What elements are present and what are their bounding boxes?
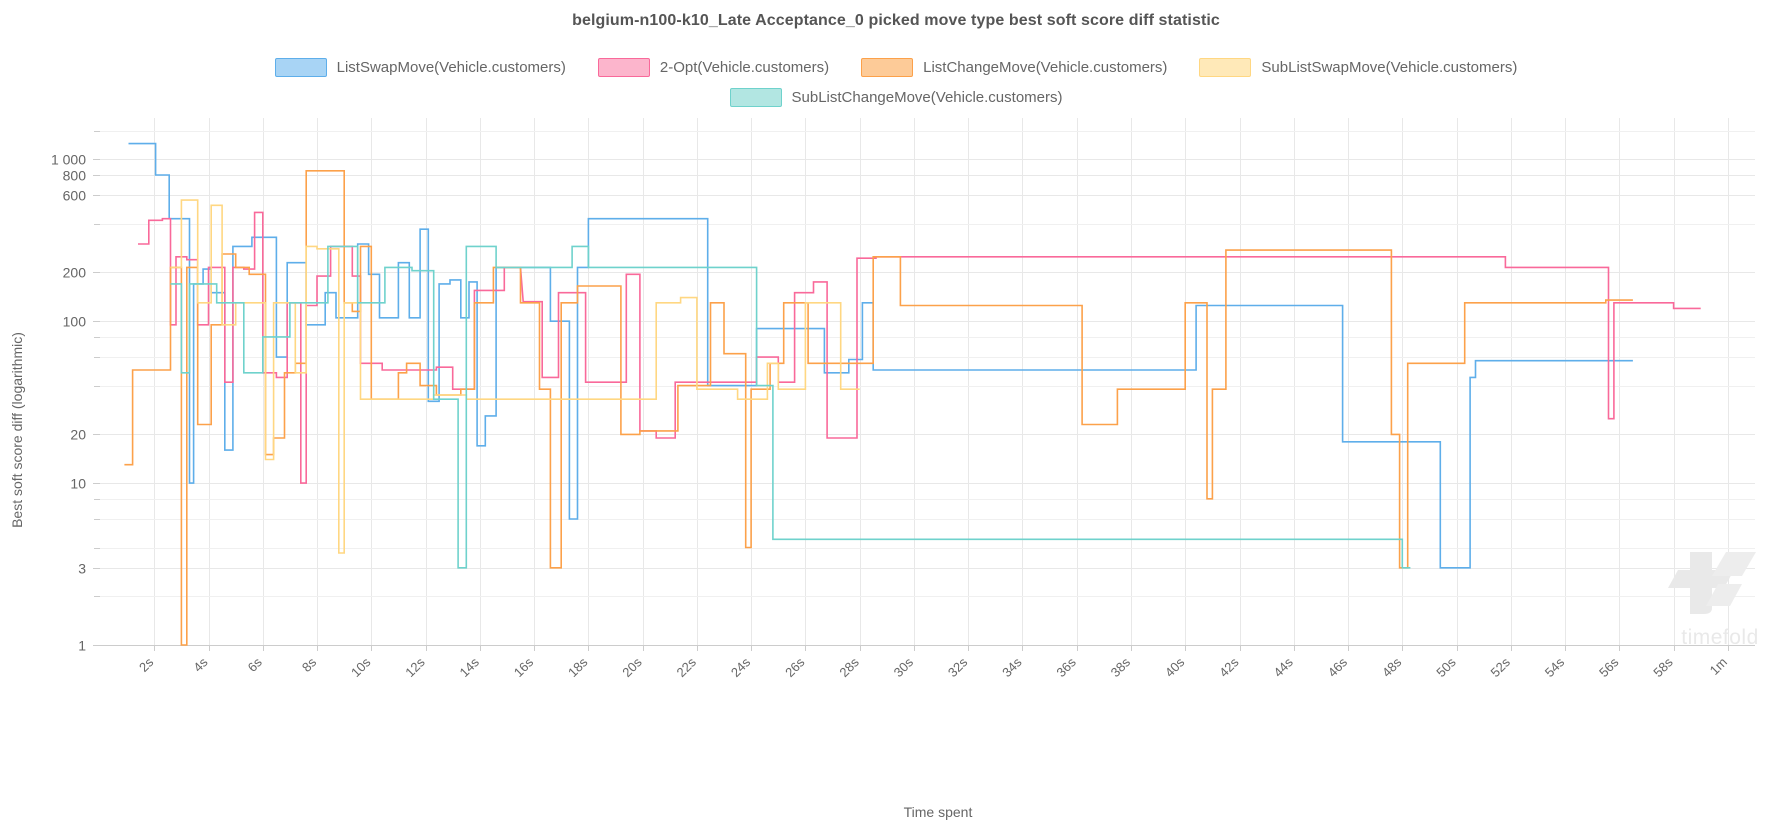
y-tick-label: 100: [63, 314, 87, 330]
x-tick-label: 6s: [245, 654, 266, 675]
x-tick-label: 2s: [136, 654, 157, 675]
legend-item-sublistswapmove[interactable]: SubListSwapMove(Vehicle.customers): [1199, 57, 1518, 77]
chart-legend: ListSwapMove(Vehicle.customers) 2-Opt(Ve…: [0, 52, 1792, 112]
x-tick-label: 56s: [1596, 654, 1622, 680]
y-tick-label: 20: [70, 427, 86, 443]
x-tick-label: 14s: [457, 654, 483, 680]
x-tick-label: 28s: [836, 654, 862, 680]
page-title: belgium-n100-k10_Late Acceptance_0 picke…: [572, 12, 1220, 29]
x-tick-label: 34s: [999, 654, 1025, 680]
legend-label: SubListChangeMove(Vehicle.customers): [791, 88, 1063, 106]
legend-item-sublistchangemove[interactable]: SubListChangeMove(Vehicle.customers): [729, 87, 1063, 107]
x-tick-label: 36s: [1053, 654, 1079, 680]
series-line: [170, 245, 1411, 569]
tick-marks: [93, 131, 1755, 651]
x-tick-label: 32s: [945, 654, 971, 680]
legend-item-2opt[interactable]: 2-Opt(Vehicle.customers): [597, 57, 830, 77]
x-tick-label: 52s: [1488, 654, 1514, 680]
x-tick-label: 30s: [891, 654, 917, 680]
series-line: [124, 170, 1633, 646]
x-tick-label: 16s: [511, 654, 537, 680]
y-tick-label: 1 000: [51, 152, 86, 168]
x-tick-label: 38s: [1108, 654, 1134, 680]
legend-swatch-icon: [861, 57, 914, 77]
legend-label: ListChangeMove(Vehicle.customers): [923, 58, 1168, 76]
legend-swatch-icon: [274, 57, 327, 77]
y-tick-label: 3: [78, 561, 86, 577]
x-tick-label: 44s: [1270, 654, 1296, 680]
series-lines: [124, 142, 1701, 646]
y-axis-title: Best soft score diff (logarithmic): [9, 332, 25, 528]
x-tick-label: 40s: [1162, 654, 1188, 680]
legend-label: 2-Opt(Vehicle.customers): [659, 58, 830, 76]
y-tick-label: 200: [63, 265, 87, 281]
legend-row-2: SubListChangeMove(Vehicle.customers): [0, 82, 1792, 112]
y-tick-label: 10: [70, 476, 86, 492]
x-tick-label: 42s: [1216, 654, 1242, 680]
gridlines: [100, 118, 1755, 646]
legend-item-listswapmove[interactable]: ListSwapMove(Vehicle.customers): [274, 57, 566, 77]
x-tick-label: 50s: [1433, 654, 1459, 680]
series-line: [138, 211, 1701, 484]
legend-item-listchangemove[interactable]: ListChangeMove(Vehicle.customers): [861, 57, 1168, 77]
x-tick-label: 22s: [674, 654, 700, 680]
x-tick-label: 26s: [782, 654, 808, 680]
x-tick-label: 54s: [1542, 654, 1568, 680]
x-tick-label: 18s: [565, 654, 591, 680]
series-line: [128, 142, 1633, 569]
x-tick-label: 10s: [348, 654, 374, 680]
x-tick-labels: 2s 4s 6s 8s 10s 12s 14s 16s 18s 20s 22s 24s 26s 28s 30…: [136, 654, 1730, 680]
y-tick-label: 1: [78, 638, 86, 654]
x-tick-label: 8s: [299, 654, 320, 675]
x-tick-label: 46s: [1325, 654, 1351, 680]
legend-row-1: ListSwapMove(Vehicle.customers) 2-Opt(Ve…: [0, 52, 1792, 82]
legend-label: ListSwapMove(Vehicle.customers): [336, 58, 566, 76]
x-tick-label: 4s: [190, 654, 211, 675]
y-tick-label: 600: [63, 188, 87, 204]
x-tick-label: 1m: [1707, 655, 1730, 678]
x-tick-label: 48s: [1379, 654, 1405, 680]
x-tick-label: 24s: [728, 654, 754, 680]
x-tick-label: 12s: [402, 654, 428, 680]
series-line: [170, 199, 860, 554]
legend-label: SubListSwapMove(Vehicle.customers): [1261, 58, 1518, 76]
legend-swatch-icon: [1199, 57, 1252, 77]
x-tick-label: 20s: [619, 654, 645, 680]
legend-swatch-icon: [597, 57, 650, 77]
legend-swatch-icon: [729, 87, 782, 107]
x-tick-label: 58s: [1650, 654, 1676, 680]
y-tick-label: 800: [63, 168, 87, 184]
x-axis-title: Time spent: [904, 804, 973, 820]
